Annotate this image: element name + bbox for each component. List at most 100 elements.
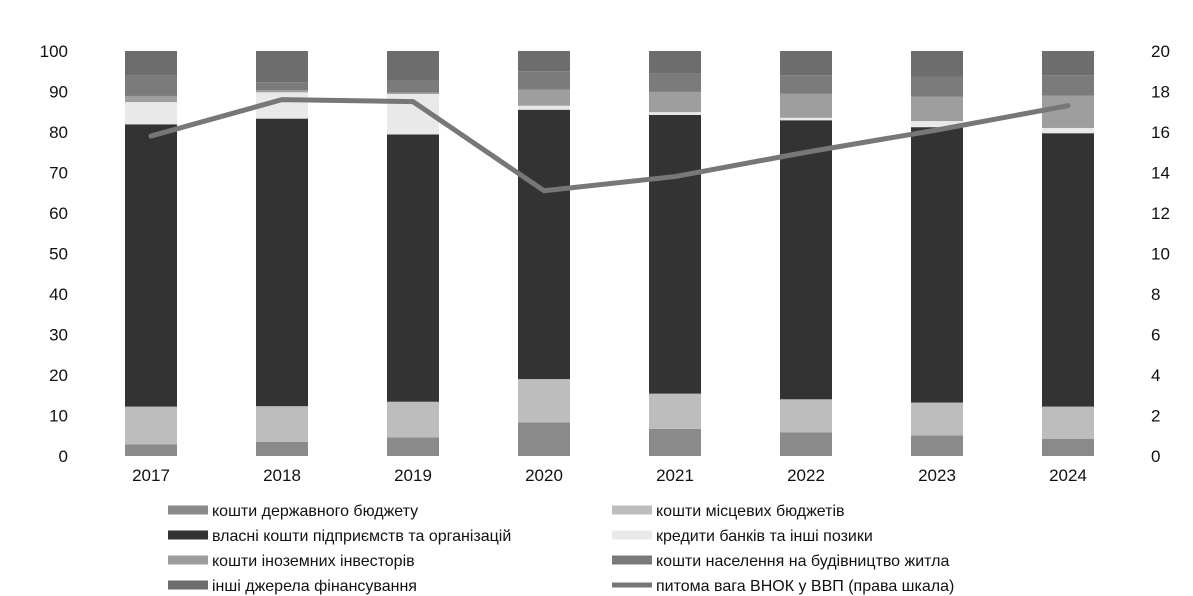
bar-segment-2022-s2 bbox=[780, 120, 832, 400]
bar-segment-2023-s6 bbox=[911, 51, 963, 77]
bar-segment-2024-s6 bbox=[1042, 51, 1094, 76]
legend-swatch bbox=[612, 555, 652, 565]
legend-swatch bbox=[168, 530, 208, 540]
legend-swatch bbox=[612, 530, 652, 540]
bar-segment-2017-s5 bbox=[125, 75, 177, 96]
left-tick-label: 0 bbox=[59, 447, 68, 466]
x-tick-label-2024: 2024 bbox=[1049, 466, 1087, 485]
bar-segment-2020-s0 bbox=[518, 422, 570, 456]
bar-segment-2020-s2 bbox=[518, 109, 570, 380]
bar-segment-2021-s3 bbox=[649, 112, 701, 115]
left-tick-label: 100 bbox=[40, 42, 68, 61]
right-tick-label: 20 bbox=[1151, 42, 1170, 61]
legend-label: питома вага ВНОК у ВВП (права шкала) bbox=[656, 578, 954, 595]
bar-segment-2019-s6 bbox=[387, 51, 439, 81]
left-tick-label: 50 bbox=[49, 245, 68, 264]
bar-segment-2022-s4 bbox=[780, 93, 832, 118]
bar-segment-2019-s2 bbox=[387, 134, 439, 402]
bar-segment-2023-s5 bbox=[911, 76, 963, 97]
bar-segment-2021-s2 bbox=[649, 114, 701, 394]
x-axis: 2017 2018 2019 2020 2021 2022 2023 2024 bbox=[132, 466, 1087, 485]
bar-segment-2022-s5 bbox=[780, 75, 832, 94]
bar-segment-2024-s3 bbox=[1042, 127, 1094, 134]
legend-label: кредити банків та інші позики bbox=[656, 528, 873, 545]
bar-segment-2021-s1 bbox=[649, 393, 701, 429]
bar-segment-2019-s5 bbox=[387, 80, 439, 93]
bar-segment-2021-s0 bbox=[649, 428, 701, 456]
right-axis: 0 2 4 6 8 10 12 14 16 18 20 bbox=[1151, 42, 1170, 466]
left-tick-label: 80 bbox=[49, 123, 68, 142]
legend-swatch bbox=[612, 505, 652, 515]
legend-label: кошти місцевих бюджетів bbox=[656, 503, 845, 520]
bar-segment-2017-s1 bbox=[125, 406, 177, 445]
bar-segment-2020-s1 bbox=[518, 379, 570, 423]
bar-segment-2022-s3 bbox=[780, 117, 832, 121]
legend-label: кошти державного бюджету bbox=[212, 503, 418, 520]
bar-segment-2024-s4 bbox=[1042, 95, 1094, 128]
left-tick-label: 20 bbox=[49, 366, 68, 385]
bar-segment-2018-s2 bbox=[256, 118, 308, 407]
bar-segment-2019-s1 bbox=[387, 401, 439, 438]
bar-segment-2022-s0 bbox=[780, 432, 832, 456]
x-tick-label-2017: 2017 bbox=[132, 466, 170, 485]
right-tick-label: 2 bbox=[1151, 407, 1160, 426]
bar-segment-2024-s5 bbox=[1042, 75, 1094, 96]
bar-segment-2018-s5 bbox=[256, 82, 308, 91]
bar-segment-2020-s6 bbox=[518, 51, 570, 72]
bar-segment-2017-s0 bbox=[125, 444, 177, 456]
legend-label: кошти населення на будівництво житла bbox=[656, 553, 949, 570]
right-tick-label: 16 bbox=[1151, 123, 1170, 142]
bar-segment-2021-s5 bbox=[649, 73, 701, 92]
bars-layer bbox=[125, 51, 1094, 456]
left-tick-label: 40 bbox=[49, 285, 68, 304]
left-tick-label: 90 bbox=[49, 83, 68, 102]
bar-segment-2021-s6 bbox=[649, 51, 701, 74]
right-tick-label: 0 bbox=[1151, 447, 1160, 466]
bar-segment-2023-s3 bbox=[911, 121, 963, 128]
bar-segment-2024-s2 bbox=[1042, 133, 1094, 407]
bar-segment-2023-s1 bbox=[911, 402, 963, 436]
legend-swatch bbox=[168, 580, 208, 590]
line-layer bbox=[148, 97, 1071, 194]
right-tick-label: 10 bbox=[1151, 245, 1170, 264]
legend-label: інші джерела фінансування bbox=[212, 578, 417, 595]
x-tick-label-2021: 2021 bbox=[656, 466, 694, 485]
bar-segment-2023-s2 bbox=[911, 127, 963, 403]
x-tick-label-2020: 2020 bbox=[525, 466, 563, 485]
bar-segment-2021-s4 bbox=[649, 91, 701, 113]
x-tick-label-2019: 2019 bbox=[394, 466, 432, 485]
bar-segment-2024-s1 bbox=[1042, 406, 1094, 439]
bar-segment-2020-s3 bbox=[518, 105, 570, 110]
right-tick-label: 4 bbox=[1151, 366, 1160, 385]
bar-segment-2020-s4 bbox=[518, 89, 570, 106]
legend-swatch bbox=[168, 505, 208, 515]
bar-segment-2018-s1 bbox=[256, 406, 308, 442]
bar-segment-2018-s0 bbox=[256, 441, 308, 456]
left-tick-label: 10 bbox=[49, 407, 68, 426]
bar-segment-2017-s4 bbox=[125, 95, 177, 103]
legend-label: власні кошти підприємств та організацій bbox=[212, 528, 511, 545]
legend: кошти державного бюджету кошти місцевих б… bbox=[168, 503, 954, 595]
right-tick-label: 12 bbox=[1151, 204, 1170, 223]
line-series-gdp-share bbox=[148, 97, 1071, 194]
bar-segment-2023-s4 bbox=[911, 96, 963, 122]
left-axis: 0 10 20 30 40 50 60 70 80 90 100 bbox=[40, 42, 68, 466]
bar-segment-2019-s0 bbox=[387, 437, 439, 456]
bar-segment-2018-s6 bbox=[256, 51, 308, 83]
bar-segment-2018-s4 bbox=[256, 90, 308, 93]
bar-segment-2022-s6 bbox=[780, 51, 832, 76]
bar-segment-2017-s6 bbox=[125, 51, 177, 76]
bar-segment-2017-s2 bbox=[125, 124, 177, 407]
legend-swatch bbox=[612, 582, 652, 588]
legend-swatch bbox=[168, 555, 208, 565]
bar-segment-2017-s3 bbox=[125, 102, 177, 125]
x-tick-label-2023: 2023 bbox=[918, 466, 956, 485]
left-tick-label: 60 bbox=[49, 204, 68, 223]
bar-segment-2019-s4 bbox=[387, 92, 439, 94]
x-tick-label-2022: 2022 bbox=[787, 466, 825, 485]
right-tick-label: 8 bbox=[1151, 285, 1160, 304]
bar-segment-2022-s1 bbox=[780, 399, 832, 433]
left-tick-label: 70 bbox=[49, 164, 68, 183]
